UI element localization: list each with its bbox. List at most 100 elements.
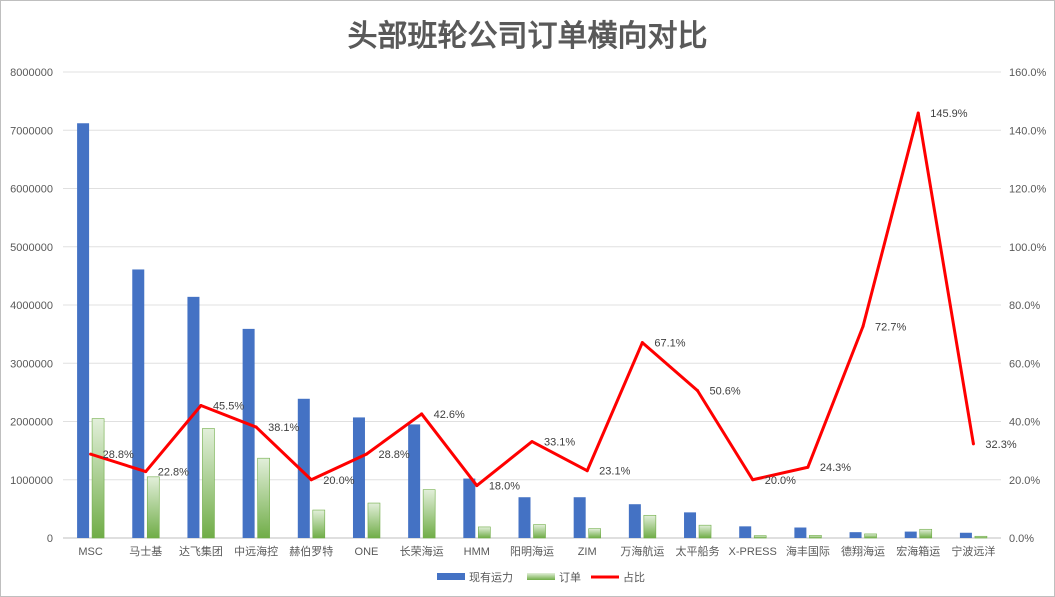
ratio-point [861, 324, 865, 328]
category-label: HMM [464, 546, 490, 558]
right-axis-ticks: 0.0% 20.0% 40.0% 60.0% 80.0% 100.0% 120.0% 140.… [1009, 67, 1047, 545]
capacity-bar [352, 417, 365, 538]
left-tick-label: 4000000 [10, 300, 53, 312]
category-label: X-PRESS [729, 546, 777, 558]
category-labels: MSC 马士基 达飞集团 中远海控 赫伯罗特 ONE 长荣海运 HMM 阳明海运 ZIM 万海航运太… [78, 544, 995, 558]
ratio-data-label: 18.0% [489, 481, 520, 493]
ratio-point [89, 452, 93, 456]
orderbook-bar [919, 528, 933, 539]
category-label: 中远海控 [234, 544, 278, 558]
category-label: 宁波远洋 [951, 544, 995, 558]
left-tick-label: 2000000 [10, 417, 53, 429]
orderbook-bar [698, 524, 712, 539]
orderbook-bar [367, 502, 381, 539]
ratio-data-label: 50.6% [710, 386, 741, 398]
capacity-bar [518, 497, 531, 538]
right-tick-label: 160.0% [1009, 67, 1047, 79]
orderbook-bar [312, 509, 326, 539]
capacity-bar [463, 478, 476, 538]
ratio-point [420, 412, 424, 416]
ratio-data-label: 33.1% [544, 437, 575, 449]
category-label: 德翔海运 [841, 544, 885, 558]
ratio-data-label: 20.0% [323, 475, 354, 487]
capacity-bar [408, 424, 421, 538]
category-label: 海丰国际 [786, 544, 830, 558]
capacity-bar [573, 497, 586, 538]
legend-entry: 现有运力 [469, 570, 513, 584]
ratio-data-label: 24.3% [820, 462, 851, 474]
ratio-line [90, 111, 975, 488]
capacity-bar [77, 123, 90, 538]
ratio-data-labels: 28.8% 22.8% 45.5% 38.1% 20.0% 28.8% 42.6% 18.0%… [103, 108, 1017, 493]
ratio-point [971, 442, 975, 446]
right-tick-label: 140.0% [1009, 125, 1047, 137]
orderbook-bar [257, 457, 270, 539]
orderbook-bar [533, 524, 546, 539]
ratio-point [309, 478, 313, 482]
orderbook-bar [809, 535, 822, 539]
category-label: 宏海箱运 [896, 544, 940, 558]
orderbook-bar [91, 418, 105, 539]
ratio-data-label: 20.0% [765, 475, 796, 487]
ratio-point [916, 111, 920, 115]
right-tick-label: 100.0% [1009, 242, 1047, 254]
ratio-data-label: 23.1% [599, 466, 630, 478]
ratio-point [144, 470, 148, 474]
ratio-point [806, 465, 810, 469]
capacity-bar [959, 532, 972, 538]
capacity-bar [684, 512, 697, 538]
ratio-line-series [89, 111, 975, 488]
legend: 现有运力 订单 占比 [437, 570, 645, 584]
ratio-point [530, 440, 534, 444]
category-label: 达飞集团 [179, 544, 223, 558]
ratio-point [640, 341, 644, 345]
ratio-point [751, 478, 755, 482]
category-label: 马士基 [129, 545, 162, 558]
left-tick-label: 3000000 [10, 358, 53, 370]
orderbook-bar [146, 476, 160, 539]
left-tick-label: 7000000 [10, 125, 53, 137]
right-tick-label: 60.0% [1009, 358, 1040, 370]
left-tick-label: 8000000 [10, 67, 53, 79]
bar-series [77, 123, 988, 539]
capacity-bar [628, 504, 641, 538]
capacity-bar [794, 527, 807, 538]
category-label: ZIM [578, 546, 597, 558]
ratio-point [696, 389, 700, 393]
ratio-data-label: 32.3% [985, 439, 1016, 451]
orderbook-bar [202, 428, 215, 539]
capacity-bar [739, 526, 752, 538]
right-tick-label: 120.0% [1009, 184, 1047, 196]
ratio-point [199, 403, 203, 407]
gridlines [63, 71, 1001, 539]
orderbook-bar [422, 489, 436, 539]
category-label: 长荣海运 [400, 544, 444, 558]
ratio-data-label: 45.5% [213, 400, 244, 412]
ratio-data-label: 28.8% [103, 449, 134, 461]
capacity-bar [187, 296, 200, 538]
ratio-point [364, 452, 368, 456]
legend-swatch [437, 573, 465, 580]
ratio-point [585, 469, 589, 473]
orderbook-bar [974, 535, 988, 539]
ratio-point [254, 425, 258, 429]
ratio-data-label: 22.8% [158, 467, 189, 479]
capacity-bar [132, 269, 145, 538]
category-label: 太平船务 [676, 544, 720, 558]
ratio-data-label: 67.1% [654, 338, 685, 350]
left-tick-label: 0 [47, 533, 53, 545]
right-tick-label: 20.0% [1009, 475, 1040, 487]
right-tick-label: 0.0% [1009, 533, 1034, 545]
category-label: ONE [355, 546, 379, 558]
chart-title: 头部班轮公司订单横向对比 [347, 19, 708, 54]
left-tick-label: 6000000 [10, 184, 53, 196]
category-label: MSC [78, 546, 103, 558]
left-tick-label: 5000000 [10, 242, 53, 254]
orderbook-bar [864, 533, 877, 539]
ratio-point [475, 484, 479, 488]
legend-entry: 订单 [559, 571, 581, 584]
category-label: 万海航运 [620, 544, 664, 558]
category-label: 阳明海运 [510, 544, 554, 558]
right-tick-label: 40.0% [1009, 417, 1040, 429]
